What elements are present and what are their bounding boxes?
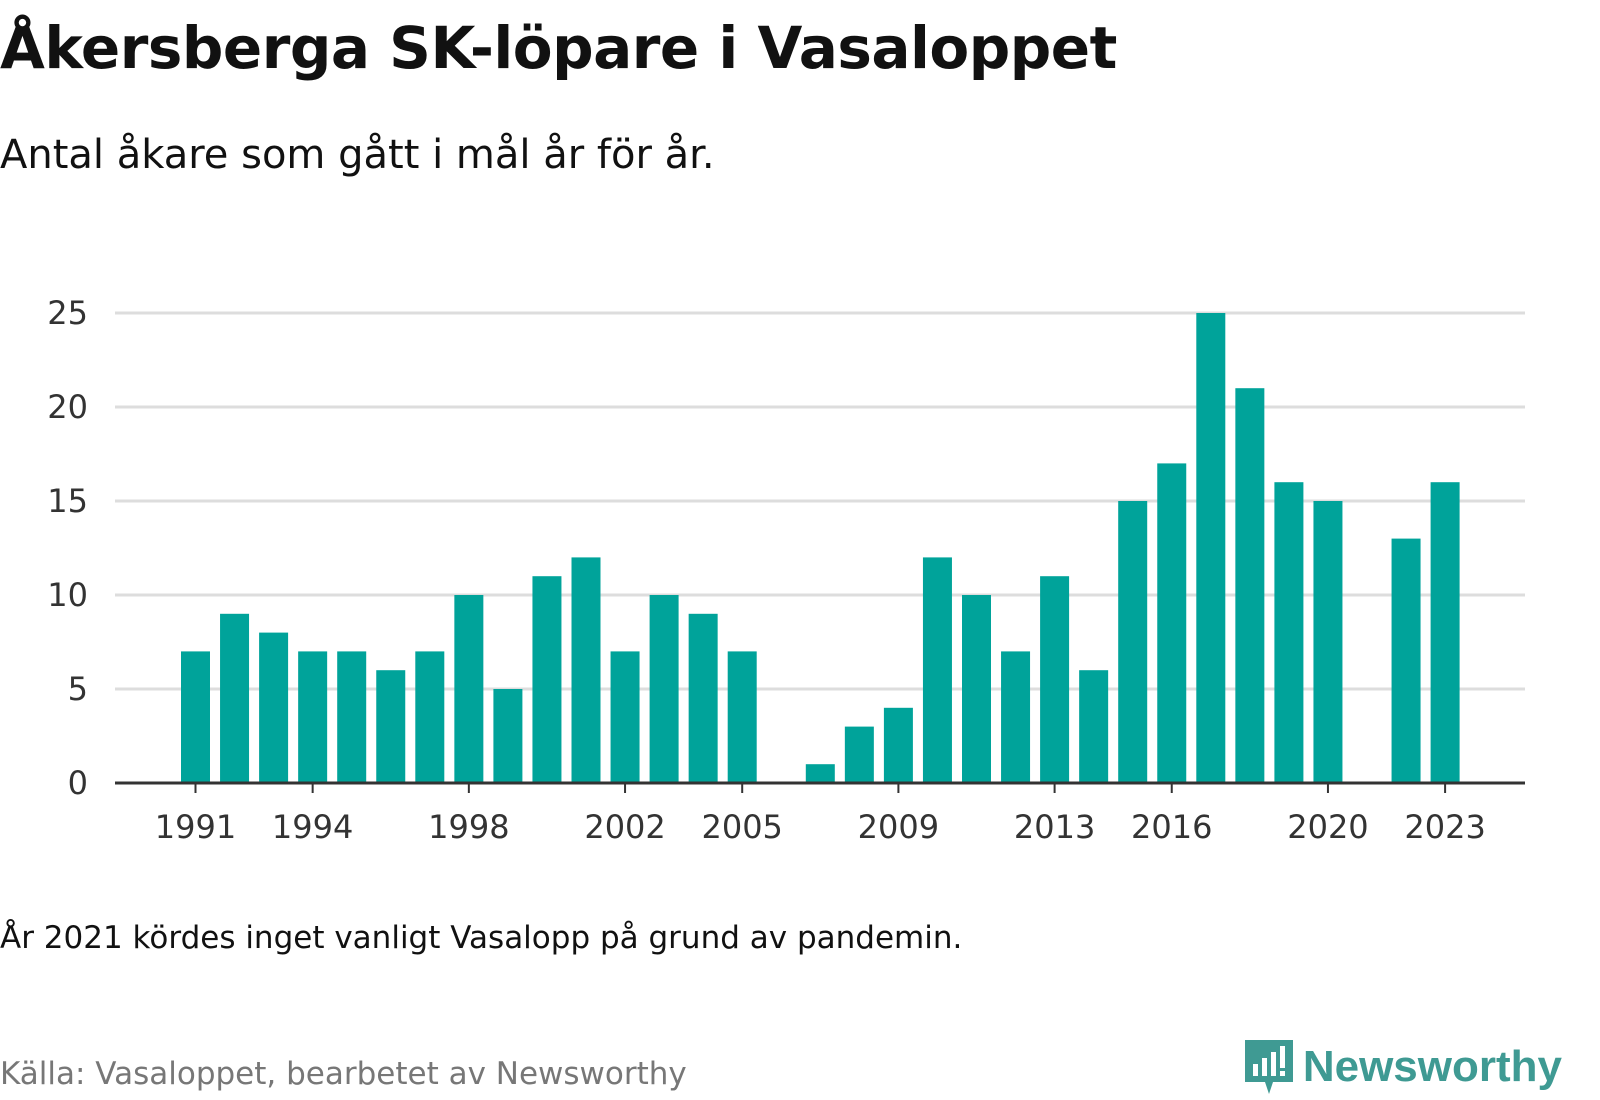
x-tick-label: 2016	[1131, 808, 1212, 846]
bar-2000	[532, 576, 562, 783]
bar-2010	[922, 557, 952, 783]
bar-2009	[883, 707, 913, 783]
y-tick-label: 0	[68, 764, 88, 802]
x-tick-label: 1994	[272, 808, 353, 846]
bar-1991	[181, 651, 210, 783]
x-tick-label: 2023	[1404, 808, 1485, 846]
x-tick-label: 2013	[1014, 808, 1095, 846]
bar-2002	[610, 651, 640, 783]
bar-chart: 0 5 10 15 20 25 1991 1994 1998 2002 2005 2009 2013 20…	[47, 294, 1525, 846]
x-tick-label: 2002	[584, 808, 665, 846]
y-tick-label: 10	[47, 576, 88, 614]
x-tick-label: 2020	[1287, 808, 1368, 846]
x-tick-label: 1991	[155, 808, 236, 846]
y-tick-label: 5	[68, 670, 88, 708]
bar-2020	[1313, 501, 1343, 783]
bar-2004	[688, 613, 718, 783]
bar-2011	[962, 595, 991, 783]
bar-2007	[805, 764, 835, 783]
x-tick-label: 2005	[701, 808, 782, 846]
bar-1993	[259, 632, 289, 783]
y-tick-label: 15	[47, 482, 88, 520]
bar-1998	[454, 595, 484, 783]
bar-1992	[220, 613, 250, 783]
bar-1995	[337, 651, 367, 783]
bar-2022	[1391, 538, 1421, 783]
x-tick-label: 1998	[428, 808, 509, 846]
bar-2016	[1157, 463, 1187, 783]
bar-2005	[727, 651, 757, 783]
bar-2018	[1235, 388, 1265, 783]
bar-1996	[376, 670, 406, 783]
bar-2015	[1118, 501, 1148, 783]
axes: 0 5 10 15 20 25 1991 1994 1998 2002 2005 2009 2013 20…	[47, 294, 1525, 846]
bar-2001	[571, 557, 601, 783]
bar-2008	[844, 726, 874, 783]
newsworthy-logo: Newsworthy	[1243, 1038, 1562, 1096]
bar-2019	[1274, 482, 1304, 783]
chart-note: År 2021 kördes inget vanligt Vasalopp på…	[0, 920, 963, 956]
bar-2003	[649, 595, 679, 783]
bar-2017	[1196, 313, 1226, 783]
bar-2012	[1001, 651, 1031, 783]
source-text: Källa: Vasaloppet, bearbetet av Newswort…	[0, 1056, 687, 1092]
bar-2023	[1430, 482, 1460, 783]
bar-1994	[298, 651, 328, 783]
x-tick-label: 2009	[858, 808, 939, 846]
newsworthy-logo-icon	[1244, 1040, 1293, 1094]
chart-title: Åkersberga SK-löpare i Vasaloppet	[0, 14, 1117, 82]
chart-subtitle: Antal åkare som gått i mål år för år.	[0, 132, 715, 178]
bar-1999	[493, 689, 523, 783]
y-tick-label: 20	[47, 388, 88, 426]
newsworthy-logo-text: Newsworthy	[1302, 1042, 1562, 1091]
bar-2013	[1040, 576, 1070, 783]
y-tick-label: 25	[47, 294, 88, 332]
bars	[181, 313, 1460, 783]
bar-1997	[415, 651, 445, 783]
bar-2014	[1079, 670, 1109, 783]
